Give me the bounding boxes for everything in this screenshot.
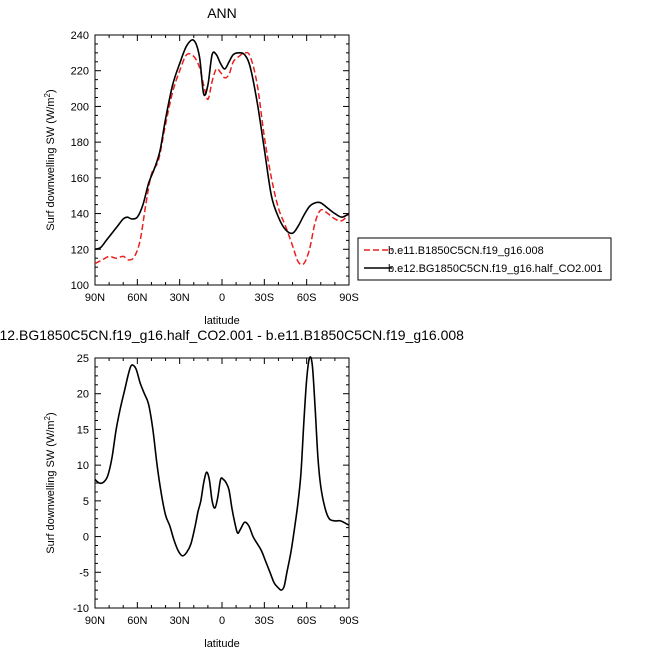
y-axis-label: Surf downwelling SW (W/m2) xyxy=(43,89,57,230)
x-tick-label: 90N xyxy=(85,292,105,304)
y-tick-label: 220 xyxy=(71,66,89,78)
y-tick-label: 120 xyxy=(71,244,89,256)
series-line-0 xyxy=(94,51,350,266)
y-tick-label: 0 xyxy=(83,532,89,544)
y-tick-label: 180 xyxy=(71,137,89,149)
y-tick-label: 15 xyxy=(77,424,89,436)
x-tick-label: 90S xyxy=(339,292,359,304)
chart-title: b.e12.BG1850C5CN.f19_g16.half_CO2.001 - … xyxy=(0,327,464,343)
y-tick-label: -10 xyxy=(73,603,89,615)
y-tick-label: 5 xyxy=(83,496,89,508)
series-line-1 xyxy=(94,39,350,251)
y-tick-label: -5 xyxy=(79,567,89,579)
x-tick-label: 60S xyxy=(297,615,317,627)
x-tick-label: 90N xyxy=(85,615,105,627)
y-axis-label: Surf downwelling SW (W/m2) xyxy=(43,412,57,553)
plot-frame xyxy=(94,357,350,609)
bottom-panel: b.e12.BG1850C5CN.f19_g16.half_CO2.001 - … xyxy=(0,327,464,650)
x-tick-label: 30N xyxy=(170,292,190,304)
x-tick-label: 60N xyxy=(127,292,147,304)
y-tick-label: 10 xyxy=(77,460,89,472)
x-tick-label: 0 xyxy=(219,292,225,304)
y-tick-label: 25 xyxy=(77,353,89,365)
chart-title: ANN xyxy=(207,5,237,21)
x-tick-label: 30S xyxy=(255,292,275,304)
series-line-0 xyxy=(94,356,350,591)
plot-frame xyxy=(94,34,350,286)
y-tick-label: 140 xyxy=(71,209,89,221)
y-tick-label: 240 xyxy=(71,30,89,42)
y-tick-label: 100 xyxy=(71,280,89,292)
legend-box xyxy=(357,237,612,281)
x-tick-label: 30S xyxy=(255,615,275,627)
legend-entry-1: b.e12.BG1850C5CN.f19_g16.half_CO2.001 xyxy=(388,263,603,275)
x-tick-label: 90S xyxy=(339,615,359,627)
x-axis-label: latitude xyxy=(204,638,239,650)
y-tick-label: 160 xyxy=(71,173,89,185)
legend-entry-0: b.e11.B1850C5CN.f19_g16.008 xyxy=(388,245,544,257)
x-tick-label: 0 xyxy=(219,615,225,627)
y-tick-label: 20 xyxy=(77,389,89,401)
x-tick-label: 60S xyxy=(297,292,317,304)
top-panel: ANN 100 120 140 160 180 200 220 240 90N 60N 30N 0 30S… xyxy=(43,5,612,327)
y-tick-label: 200 xyxy=(71,101,89,113)
x-tick-label: 60N xyxy=(127,615,147,627)
x-tick-label: 30N xyxy=(170,615,190,627)
x-axis-label: latitude xyxy=(204,315,239,327)
